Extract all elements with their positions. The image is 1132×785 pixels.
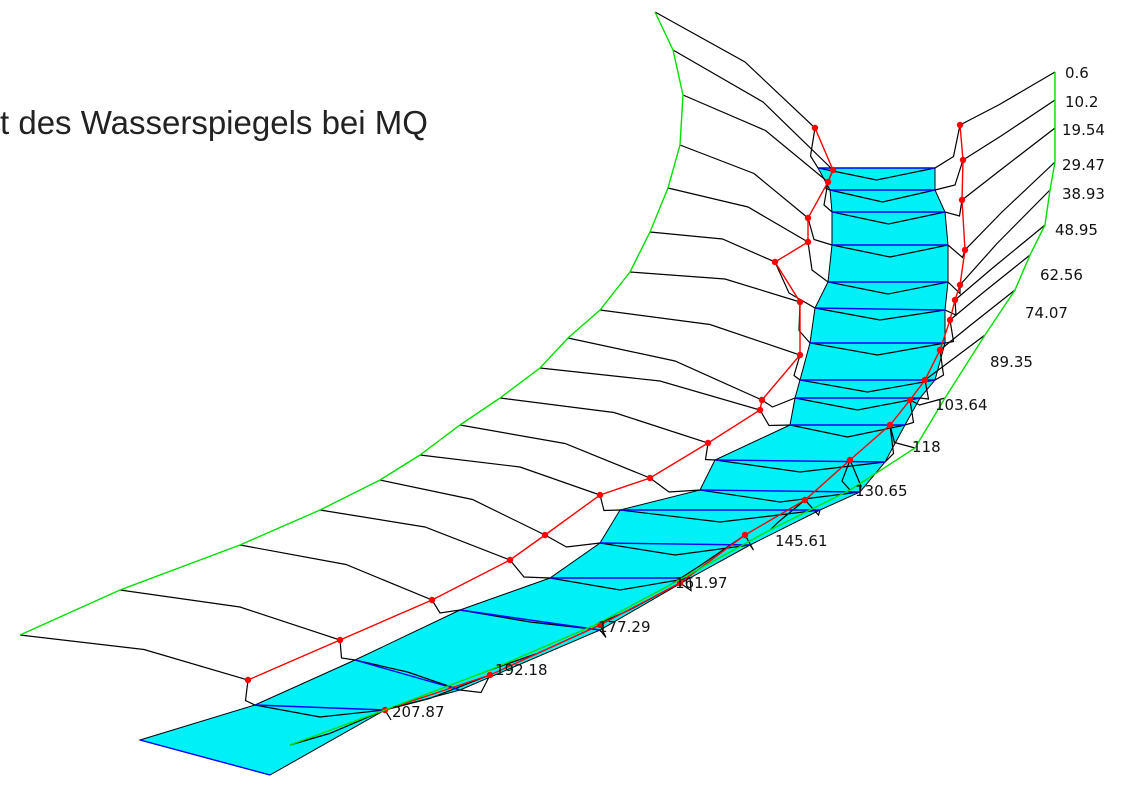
bank-point bbox=[796, 351, 804, 359]
bank-point bbox=[758, 396, 766, 404]
bank-point bbox=[771, 258, 779, 266]
bank-point bbox=[804, 214, 812, 222]
water-lines-layer bbox=[139, 167, 948, 776]
station-labels-layer: 0.6 10.2 19.54 29.47 38.93 48.95 62.56 74.07 89.… bbox=[392, 64, 1105, 721]
bank-point bbox=[486, 671, 494, 679]
bank-point bbox=[886, 421, 894, 429]
bank-point bbox=[951, 296, 959, 304]
station-label: 19.54 bbox=[1062, 121, 1105, 139]
station-label: 62.56 bbox=[1040, 266, 1083, 284]
station-label: 161.97 bbox=[675, 574, 728, 592]
bank-point bbox=[801, 496, 809, 504]
bank-point bbox=[336, 636, 344, 644]
cross-section-line bbox=[672, 49, 1056, 203]
station-label: 177.29 bbox=[598, 618, 651, 636]
right-outline bbox=[289, 72, 1056, 746]
cross-section-line bbox=[682, 94, 1056, 225]
bank-point bbox=[796, 298, 804, 306]
water-surface-layer bbox=[138, 167, 949, 776]
water-level-line bbox=[354, 659, 461, 691]
cross-section-line bbox=[459, 424, 862, 503]
station-label: 48.95 bbox=[1055, 221, 1098, 239]
bank-point bbox=[244, 676, 252, 684]
water-surface-area bbox=[138, 167, 949, 776]
bank-point bbox=[958, 196, 966, 204]
left-bank-line bbox=[247, 127, 834, 681]
cross-section-line bbox=[679, 144, 1056, 259]
station-label: 29.47 bbox=[1062, 156, 1105, 174]
cross-section-line bbox=[539, 367, 946, 438]
cross-section-line bbox=[499, 397, 916, 473]
water-level-line bbox=[139, 739, 271, 776]
outline-layer bbox=[19, 11, 1056, 746]
bank-point bbox=[756, 406, 764, 414]
station-label: 89.35 bbox=[990, 353, 1033, 371]
right-bank-line bbox=[384, 124, 966, 711]
left-outline bbox=[19, 11, 684, 636]
bank-point bbox=[811, 124, 819, 132]
water-level-line bbox=[459, 609, 601, 631]
station-label: 0.6 bbox=[1065, 64, 1089, 82]
cross-section-line bbox=[19, 634, 392, 746]
cross-section-line bbox=[654, 11, 1056, 181]
bank-point bbox=[846, 456, 854, 464]
bank-point bbox=[946, 316, 954, 324]
bank-point bbox=[676, 579, 684, 587]
station-label: 38.93 bbox=[1062, 185, 1105, 203]
water-level-line bbox=[699, 489, 861, 493]
water-level-line bbox=[714, 459, 886, 463]
bank-point bbox=[506, 556, 514, 564]
bank-point bbox=[829, 166, 837, 174]
bank-point bbox=[956, 281, 964, 289]
water-level-line bbox=[814, 307, 946, 311]
bank-point bbox=[704, 439, 712, 447]
bank-point bbox=[956, 121, 964, 129]
bank-point bbox=[936, 346, 944, 354]
bank-point bbox=[921, 376, 929, 384]
bank-point bbox=[741, 531, 749, 539]
bank-point bbox=[906, 396, 914, 404]
bank-point bbox=[596, 491, 604, 499]
bank-point bbox=[959, 156, 967, 164]
station-label: 207.87 bbox=[392, 703, 445, 721]
cross-section-line bbox=[567, 334, 986, 411]
cross-section-line bbox=[419, 454, 821, 531]
station-label: 192.18 bbox=[495, 661, 548, 679]
cross-section-line bbox=[599, 289, 1016, 393]
bank-point bbox=[541, 531, 549, 539]
cross-sections-layer bbox=[19, 11, 1056, 746]
water-level-line bbox=[599, 542, 751, 546]
cross-section-line bbox=[667, 187, 1051, 295]
station-label: 10.2 bbox=[1065, 93, 1098, 111]
station-label: 130.65 bbox=[855, 482, 908, 500]
station-label: 145.61 bbox=[775, 532, 828, 550]
cross-section-line bbox=[119, 589, 492, 711]
bank-point bbox=[961, 246, 969, 254]
cross-section-line bbox=[649, 224, 1046, 321]
station-label: 103.64 bbox=[935, 396, 988, 414]
bank-lines-layer bbox=[244, 121, 969, 714]
bank-point bbox=[428, 596, 436, 604]
diagram-title: t des Wasserspiegels bei MQ bbox=[0, 104, 428, 141]
station-label: 74.07 bbox=[1025, 304, 1068, 322]
bank-point bbox=[646, 474, 654, 482]
cross-section-line bbox=[629, 254, 1031, 356]
water-level-line bbox=[254, 704, 386, 711]
station-label: 118 bbox=[912, 438, 941, 456]
bank-point bbox=[824, 178, 832, 186]
bank-point bbox=[804, 238, 812, 246]
